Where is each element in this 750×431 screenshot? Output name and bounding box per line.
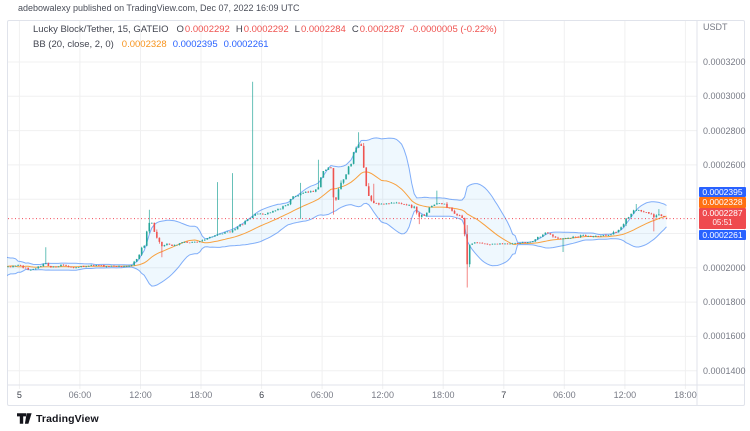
ohlc-key: C [351, 24, 359, 35]
price-tick-label: 0.0003000 [703, 91, 746, 102]
time-tick-label: 12:00 [371, 390, 394, 400]
tradingview-brand-text: TradingView [36, 412, 99, 425]
price-tick-label: 0.0001400 [703, 365, 746, 376]
ohlc-key: H [235, 24, 243, 35]
bollinger-bands [7, 137, 667, 287]
chart-panel [7, 20, 745, 406]
ohlc-value: 0.0002292 [243, 24, 289, 35]
bb-value: 0.0002395 [172, 39, 218, 50]
price-axis-currency-label: USDT [703, 22, 728, 32]
badge-price-text: 0.0002287 [702, 208, 743, 219]
badge-price-text: 0.0002328 [702, 197, 743, 208]
time-tick-label: 5 [16, 390, 22, 400]
time-tick-label: 18:00 [431, 390, 455, 400]
price-tick-label: 0.0003200 [703, 57, 746, 67]
ohlc-value: 0.0002287 [359, 24, 405, 35]
price-tick-label: 0.0001800 [703, 297, 746, 308]
time-tick-label: 06:00 [310, 390, 334, 400]
time-tick-label: 18:00 [189, 390, 213, 400]
indicator-legend-row: BB (20, close, 2, 0) 0.0002328 0.0002395 0.… [33, 38, 497, 53]
candles [7, 81, 668, 288]
last-price-badge: 0.0002287 05:51 [699, 208, 746, 229]
price-tick-label: 0.0002000 [703, 262, 746, 273]
bb-indicator-label[interactable]: BB (20, close, 2, 0) [33, 39, 114, 50]
badge-price-text: 0.0002261 [702, 229, 743, 240]
price-tick-label: 0.0002600 [703, 159, 746, 170]
time-tick-label: 12:00 [613, 390, 637, 400]
tradingview-logo-icon [17, 413, 32, 424]
bb-value: 0.0002261 [223, 39, 269, 50]
grid-lines [8, 21, 697, 389]
symbol-legend-row: Lucky Block/Tether, 15, GATEIO O0.0002292… [33, 23, 497, 38]
time-tick-label: 06:00 [68, 390, 92, 400]
bb-basis-badge: 0.0002328 [699, 197, 746, 208]
time-tick-label: 6 [259, 390, 265, 400]
ohlc-key: L [294, 24, 300, 35]
ohlc-key: O [176, 24, 184, 35]
time-tick-label: 06:00 [553, 390, 576, 400]
bb-upper-line [7, 137, 667, 266]
bb-values: 0.0002328 0.0002395 0.0002261 [116, 39, 269, 50]
time-tick-label: 7 [501, 390, 507, 400]
symbol-title[interactable]: Lucky Block/Tether, 15, GATEIO [33, 24, 169, 35]
price-tick-label: 0.0001600 [703, 331, 746, 342]
time-tick-label: 12:00 [129, 390, 152, 400]
ohlc-values: O0.0002292 H0.0002292 L0.0002284 C0.0002287 [171, 24, 405, 35]
time-tick-label: 18:00 [674, 390, 697, 400]
price-tick-label: 0.0002800 [703, 125, 746, 136]
ohlc-value: 0.0002292 [184, 24, 230, 35]
bb-band-badge: 0.0002395 [699, 186, 746, 198]
badge-countdown-text: 05:51 [712, 217, 733, 227]
change-value: -0.0000005 (-0.22%) [409, 24, 497, 35]
tradingview-attribution[interactable]: TradingView [17, 412, 99, 425]
bb-value: 0.0002328 [121, 39, 167, 50]
chart-legend: Lucky Block/Tether, 15, GATEIO O0.0002292… [33, 23, 497, 53]
bb-lower-line [7, 202, 667, 287]
axis-separators [7, 20, 744, 405]
bb-band-badge: 0.0002261 [699, 229, 746, 241]
bb-fill [7, 137, 667, 287]
publish-attribution: adebowalexy published on TradingView.com… [18, 3, 300, 13]
ohlc-value: 0.0002284 [300, 24, 346, 35]
badge-price-text: 0.0002395 [702, 186, 743, 197]
